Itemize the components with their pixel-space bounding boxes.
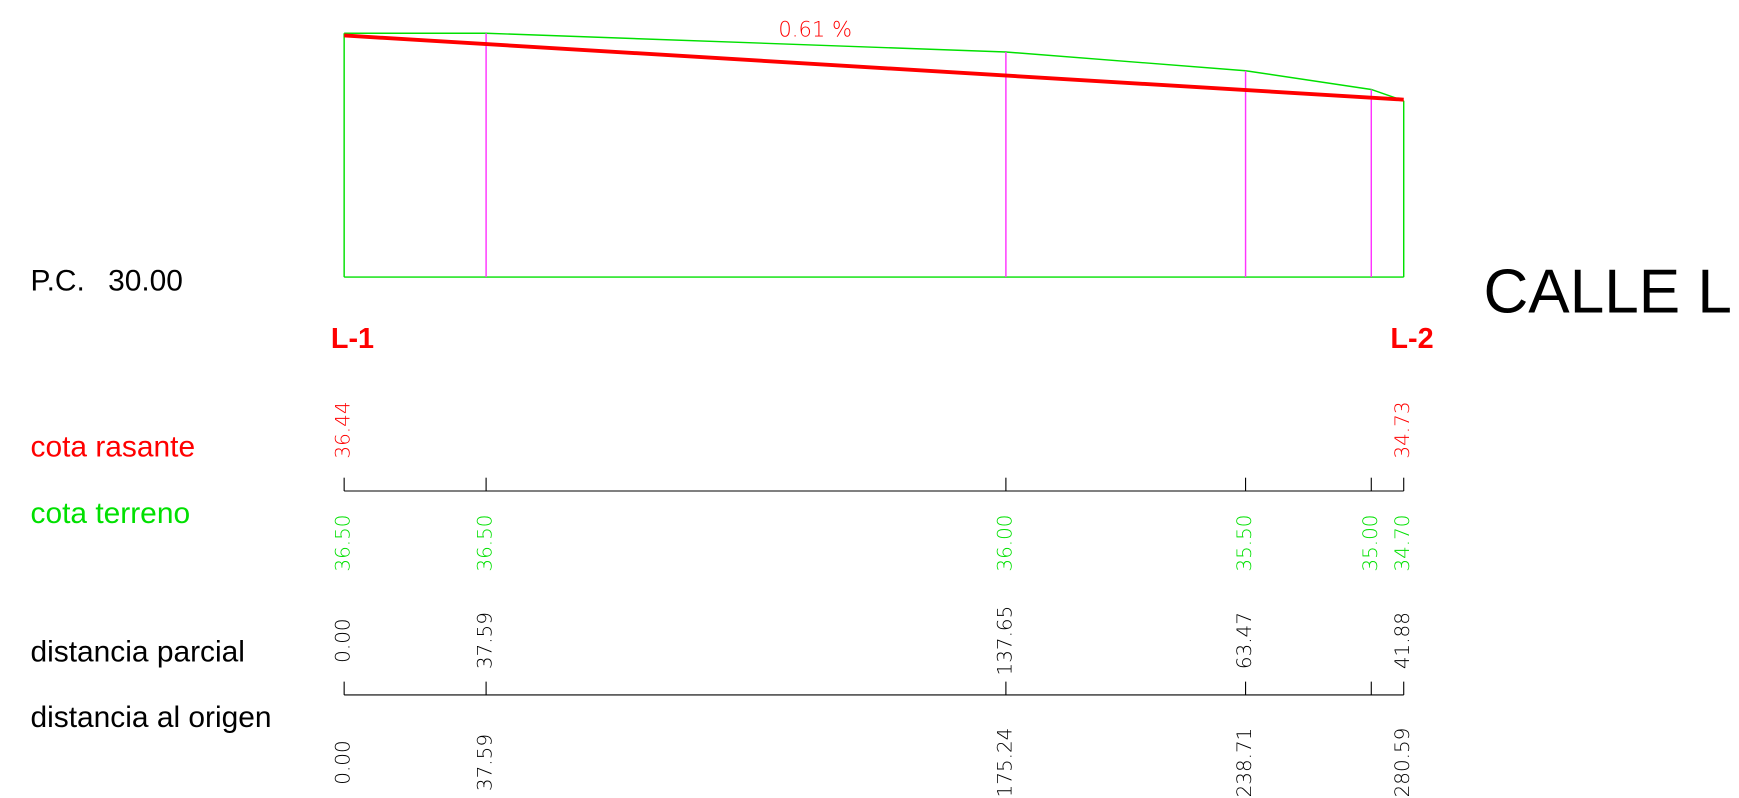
row-value: 175.24 (992, 728, 1016, 798)
row-label: cota rasante (30, 431, 195, 464)
row-value: 36.50 (331, 515, 355, 572)
terrain-line (344, 32, 1404, 102)
datum-label: 30.00 (108, 264, 183, 297)
row-value: 34.73 (1390, 401, 1414, 458)
row-value: 37.59 (473, 612, 497, 669)
end-label: L-2 (1390, 323, 1433, 355)
row-value: 34.70 (1390, 515, 1414, 572)
row-value: 35.50 (1232, 515, 1256, 572)
row-value: 36.50 (473, 515, 497, 572)
row-value: 137.65 (992, 606, 1016, 676)
row-value: 41.88 (1390, 612, 1414, 669)
row-value: 36.44 (331, 401, 355, 458)
row-value: 35.00 (1358, 515, 1382, 572)
title: CALLE L (1484, 258, 1732, 327)
row-value: 36.00 (992, 515, 1016, 572)
row-value: 63.47 (1232, 612, 1256, 669)
grade-line (344, 33, 1404, 102)
slope-label: 0.61 % (778, 17, 852, 42)
row-value: 37.59 (473, 734, 497, 791)
start-label: L-1 (331, 323, 374, 355)
row-label: cota terreno (30, 497, 190, 530)
datum-prefix: P.C. (30, 264, 84, 297)
row-label: distancia al origen (30, 701, 271, 734)
row-label: distancia parcial (30, 636, 244, 669)
row-value: 280.59 (1390, 728, 1414, 798)
row-value: 0.00 (331, 740, 355, 784)
row-value: 0.00 (331, 618, 355, 662)
row-value: 238.71 (1232, 728, 1256, 798)
